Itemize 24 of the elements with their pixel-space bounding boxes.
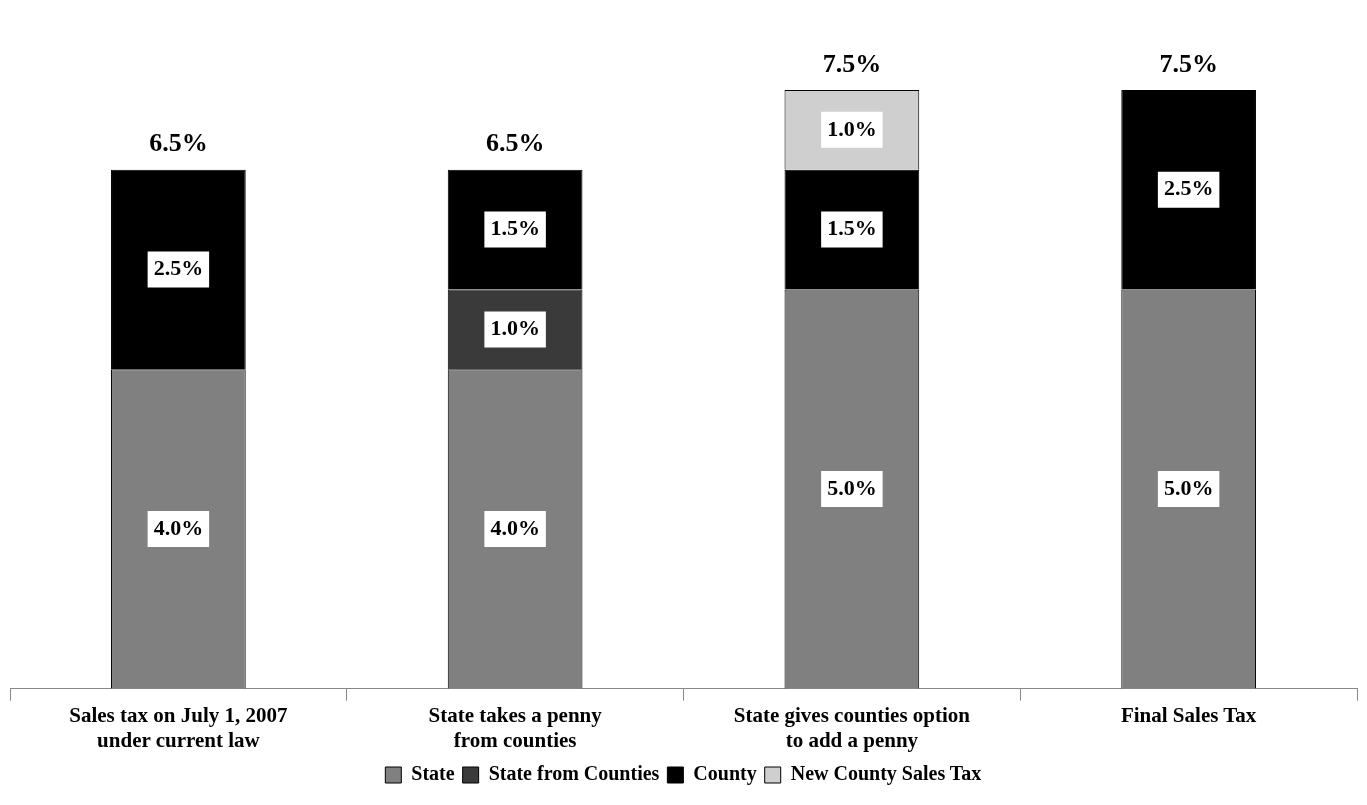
data-label: 4.0%	[490, 514, 540, 540]
data-label: 1.0%	[490, 315, 540, 341]
data-label: 2.5%	[153, 255, 204, 281]
total-label: 6.5%	[149, 128, 208, 158]
total-label: 6.5%	[485, 128, 545, 158]
data-label: 5.0%	[1163, 474, 1214, 500]
data-label: 5.0%	[827, 474, 877, 500]
x-tick-label: State takes a penny from counties	[428, 702, 603, 752]
total-label: 7.5%	[822, 48, 882, 78]
total-label: 7.5%	[1159, 48, 1218, 78]
x-tick-label: Final Sales Tax	[1120, 702, 1257, 727]
legend-label: County	[693, 762, 757, 786]
legend-label: State from Counties	[488, 762, 660, 785]
legend-label: New County Sales Tax	[790, 762, 982, 786]
bar	[1121, 89, 1256, 290]
data-label: 1.0%	[827, 115, 877, 141]
data-label: 1.5%	[490, 215, 540, 241]
bar	[111, 169, 246, 370]
legend-label: State	[411, 762, 455, 785]
x-tick-label: Sales tax on July 1, 2007 under current law	[69, 702, 288, 752]
data-label: 4.0%	[153, 514, 204, 540]
data-label: 2.5%	[1163, 175, 1214, 201]
data-label: 1.5%	[827, 215, 877, 241]
x-tick-label: State gives counties option to add a penny	[733, 702, 971, 752]
